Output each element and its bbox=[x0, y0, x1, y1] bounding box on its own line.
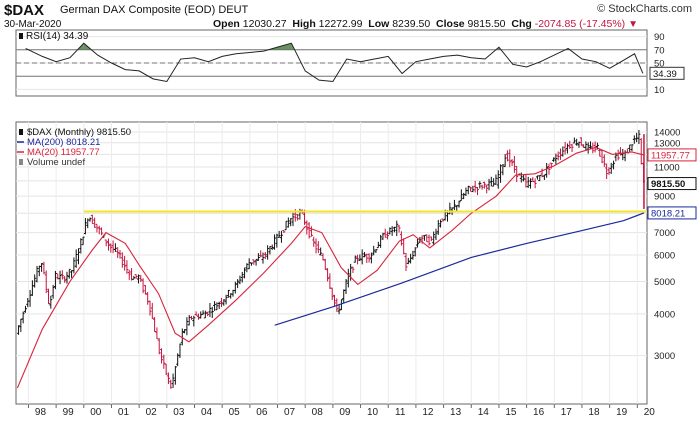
x-tick-label: 02 bbox=[146, 407, 158, 418]
change-value: -2074.85 (-17.45%) bbox=[534, 18, 626, 30]
x-tick-label: 13 bbox=[450, 407, 462, 418]
ma200-line bbox=[274, 212, 645, 326]
open-label: Open bbox=[213, 18, 240, 30]
price-y-tick: 14000 bbox=[654, 128, 680, 139]
price-tag-box bbox=[647, 206, 697, 220]
quote-date: 30-Mar-2020 bbox=[4, 19, 62, 30]
x-tick-label: 05 bbox=[229, 407, 241, 418]
instrument-name: German DAX Composite (EOD) DEUT bbox=[60, 4, 248, 16]
price-legend-icon bbox=[19, 129, 23, 135]
price-y-tick: 6000 bbox=[654, 251, 675, 262]
x-tick-label: 19 bbox=[616, 407, 628, 418]
volume-legend-icon bbox=[19, 159, 23, 165]
price-y-tick: 11000 bbox=[654, 163, 680, 174]
low-label: Low bbox=[368, 18, 390, 30]
x-tick-label: 99 bbox=[63, 407, 75, 418]
rsi-y-tick: 50 bbox=[654, 59, 665, 70]
price-legend-entry: MA(20) 11957.77 bbox=[27, 147, 100, 158]
x-tick-label: 08 bbox=[312, 407, 324, 418]
x-tick-label: 03 bbox=[173, 407, 185, 418]
price-tag-box bbox=[647, 177, 697, 191]
close-value: 9815.50 bbox=[467, 18, 506, 30]
price-frame bbox=[15, 121, 648, 405]
exchange-code: DEUT bbox=[218, 4, 249, 16]
low-value: 8239.50 bbox=[392, 18, 431, 30]
high-value: 12272.99 bbox=[318, 18, 363, 30]
rsi-value-box bbox=[649, 66, 685, 80]
high-label: High bbox=[292, 18, 316, 30]
price-y-tick: 5000 bbox=[654, 277, 675, 288]
rsi-overbought-fill bbox=[277, 43, 292, 50]
stockcharts-logo[interactable]: © StockCharts.com bbox=[597, 3, 692, 15]
x-tick-label: 09 bbox=[339, 407, 351, 418]
price-y-tick: 4000 bbox=[654, 309, 675, 320]
x-tick-label: 01 bbox=[118, 407, 130, 418]
quote-summary: Open 12030.27 High 12272.99 Low 8239.50 … bbox=[213, 18, 638, 30]
rsi-line bbox=[25, 42, 644, 83]
x-tick-label: 07 bbox=[284, 407, 296, 418]
instrument-title: German DAX Composite (EOD) bbox=[60, 4, 216, 16]
rsi-legend-icon bbox=[19, 33, 23, 39]
price-y-tick: 13000 bbox=[654, 138, 680, 149]
ma20-line bbox=[16, 146, 645, 389]
rsi-y-tick: 70 bbox=[654, 45, 665, 56]
price-tag-label: 11957.77 bbox=[651, 150, 690, 161]
rsi-y-tick: 10 bbox=[654, 85, 665, 96]
x-tick-label: 17 bbox=[561, 407, 573, 418]
x-tick-label: 15 bbox=[505, 407, 517, 418]
x-tick-label: 16 bbox=[533, 407, 545, 418]
price-y-tick: 9000 bbox=[654, 192, 675, 203]
price-legend-entry: MA(200) 8018.21 bbox=[27, 137, 100, 148]
ticker-symbol: $DAX bbox=[4, 2, 45, 19]
rsi-y-tick: 90 bbox=[654, 32, 665, 43]
x-tick-label: 18 bbox=[588, 407, 600, 418]
price-tag-label: 9815.50 bbox=[651, 179, 685, 190]
price-y-tick: 3000 bbox=[654, 351, 675, 362]
x-tick-label: 10 bbox=[367, 407, 379, 418]
price-tag-label: 8018.21 bbox=[651, 208, 685, 219]
price-y-tick: 7000 bbox=[654, 228, 675, 239]
change-label: Chg bbox=[511, 18, 532, 30]
x-tick-label: 20 bbox=[644, 407, 656, 418]
close-label: Close bbox=[436, 18, 465, 30]
x-tick-label: 06 bbox=[256, 407, 268, 418]
price-tag-box bbox=[647, 148, 697, 162]
price-legend-entry: Volume undef bbox=[27, 157, 85, 168]
down-triangle-icon: ▼ bbox=[628, 19, 639, 30]
chart-header: $DAX German DAX Composite (EOD) DEUT 30-… bbox=[0, 0, 700, 30]
x-tick-label: 04 bbox=[201, 407, 213, 418]
x-tick-label: 12 bbox=[422, 407, 434, 418]
price-panel: 1400013000120001100010000900080007000600… bbox=[15, 121, 697, 405]
x-tick-label: 00 bbox=[90, 407, 102, 418]
x-tick-label: 98 bbox=[35, 407, 47, 418]
rsi-legend: RSI(14) 34.39 bbox=[26, 31, 89, 42]
x-tick-label: 14 bbox=[478, 407, 490, 418]
x-tick-label: 11 bbox=[395, 407, 406, 418]
rsi-value-label: 34.39 bbox=[653, 69, 677, 80]
x-axis: 98 99 00 01 02 03 04 05 06 07 08 09 10 11 12 13 14 15 16 17… bbox=[27, 404, 656, 418]
price-legend-entry: $DAX (Monthly) 9815.50 bbox=[27, 127, 131, 138]
open-value: 12030.27 bbox=[242, 18, 287, 30]
